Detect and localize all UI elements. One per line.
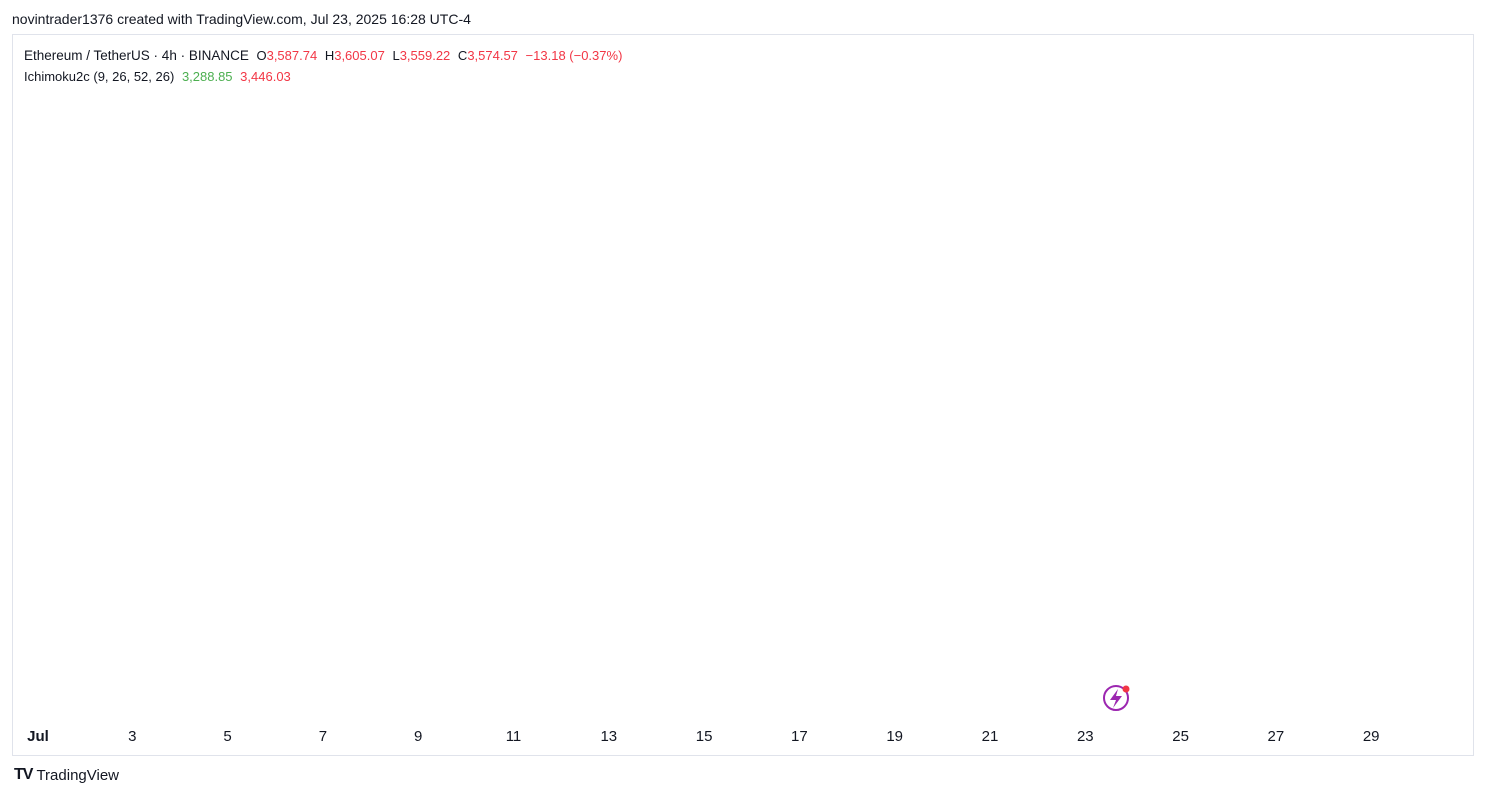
tradingview-brand: TradingView (36, 766, 119, 784)
low-label: L (392, 48, 400, 63)
x-tick-label: 21 (982, 728, 999, 745)
lightning-icon-bolt (1110, 689, 1122, 708)
x-tick-label: 9 (414, 728, 422, 745)
chart-frame (12, 34, 1474, 756)
change-value: −13.18 (−0.37%) (525, 48, 623, 63)
indicator-value-2: 3,446.03 (240, 69, 291, 84)
symbol-label[interactable]: Ethereum / TetherUS · 4h · BINANCE (24, 48, 249, 63)
symbol-row: Ethereum / TetherUS · 4h · BINANCE O3,58… (24, 45, 622, 66)
x-tick-label: 25 (1172, 728, 1189, 745)
x-tick-label: 23 (1077, 728, 1094, 745)
x-tick-label: 19 (886, 728, 903, 745)
x-tick-label: 5 (223, 728, 231, 745)
x-tick-label: 15 (696, 728, 713, 745)
tradingview-logo-icon: TV (14, 766, 33, 783)
lightning-icon[interactable] (1103, 685, 1130, 711)
high-value: 3,605.07 (334, 48, 385, 63)
x-tick-label: 7 (319, 728, 327, 745)
indicator-value-1: 3,288.85 (181, 69, 233, 84)
x-tick-label: 27 (1268, 728, 1285, 745)
high-label: H (324, 48, 335, 63)
close-value: 3,574.57 (467, 48, 518, 63)
x-tick-label: 17 (791, 728, 808, 745)
open-value: 3,587.74 (266, 48, 318, 63)
x-tick-label: 29 (1363, 728, 1380, 745)
indicator-row: Ichimoku2c (9, 26, 52, 26) 3,288.85 3,44… (24, 66, 622, 87)
x-tick-label: 3 (128, 728, 136, 745)
x-tick-label: 13 (600, 728, 617, 745)
close-label: C (457, 48, 468, 63)
open-label: O (256, 48, 267, 63)
chart-credit: novintrader1376 created with TradingView… (12, 11, 471, 27)
notification-dot (1122, 685, 1130, 693)
indicator-label[interactable]: Ichimoku2c (9, 26, 52, 26) (24, 69, 175, 84)
lightning-icon-ring (1103, 685, 1129, 711)
tradingview-footer[interactable]: TV TradingView (14, 766, 119, 784)
chart-legend: Ethereum / TetherUS · 4h · BINANCE O3,58… (24, 45, 622, 87)
x-tick-label: 11 (506, 728, 522, 745)
x-tick-label: Jul (27, 728, 49, 745)
low-value: 3,559.22 (399, 48, 451, 63)
